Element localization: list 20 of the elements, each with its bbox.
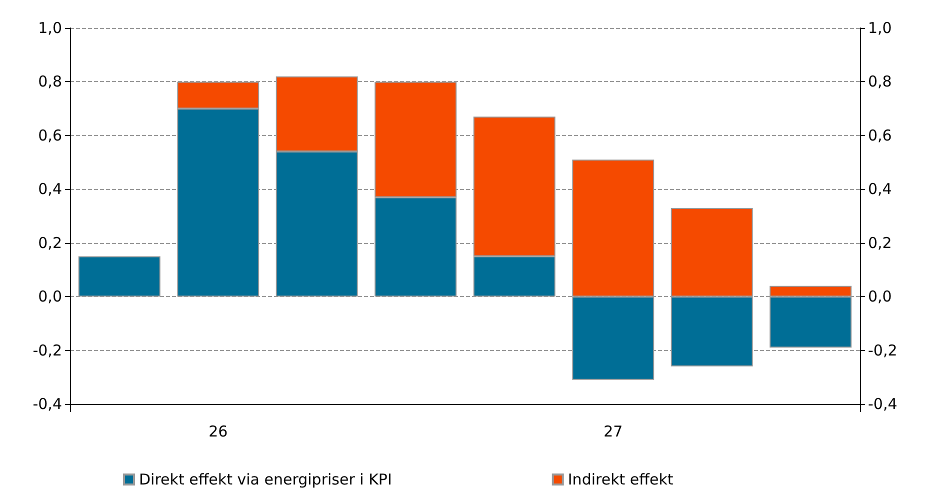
y2-tick-label: 1,0 [868, 19, 892, 37]
y2-tick-label: -0,4 [868, 395, 898, 413]
y2-tick-label: 0,0 [868, 288, 892, 306]
legend-label: Direkt effekt via energipriser i KPI [139, 470, 392, 488]
y-tick-label: 0,6 [38, 126, 62, 144]
y2-tick-label: 0,8 [868, 72, 892, 91]
y-tick-label: 0,4 [38, 180, 62, 198]
y2-tick-label: 0,2 [868, 234, 892, 252]
y-tick-label: 1,0 [38, 19, 62, 37]
y-tick-label: -0,2 [32, 341, 62, 360]
y2-tick-label: 0,6 [868, 126, 892, 144]
y-tick-label: 0,0 [38, 288, 62, 306]
x-tick-label: 26 [208, 422, 228, 440]
x-tick-label: 27 [604, 422, 623, 440]
y-tick-label: 0,2 [38, 234, 62, 252]
legend-label: Indirekt effekt [568, 470, 674, 488]
y2-tick-label: -0,2 [868, 341, 898, 360]
y-tick-label: 0,8 [38, 72, 62, 91]
y2-tick-label: 0,4 [868, 180, 892, 198]
y-tick-label: -0,4 [32, 395, 62, 413]
